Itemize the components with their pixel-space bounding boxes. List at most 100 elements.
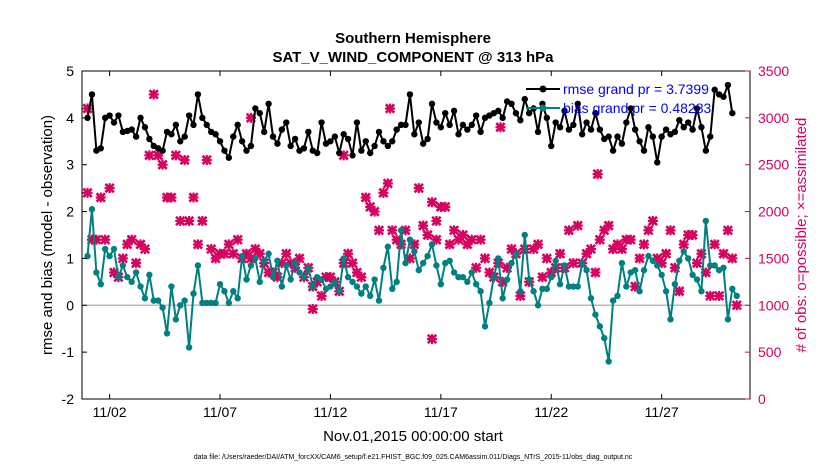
bias-point	[724, 316, 732, 323]
y-right-tick-label: 3000	[758, 110, 789, 126]
y-right-tick-label: 1000	[758, 297, 789, 313]
bias-point	[243, 276, 250, 283]
bias-point	[720, 264, 727, 271]
rmse-point	[327, 138, 334, 145]
obs-marker	[117, 253, 128, 264]
rmse-point	[631, 126, 639, 133]
legend-bias-marker	[539, 104, 547, 112]
obs-marker	[660, 248, 672, 259]
bias-point	[353, 283, 361, 290]
obs-marker	[179, 154, 190, 166]
bias-point	[185, 344, 193, 351]
bias-point	[640, 266, 648, 274]
legend-bias-label: bias grand pr = 0.48283	[563, 100, 711, 116]
bias-point	[234, 295, 241, 302]
bias-point	[141, 295, 149, 302]
rmse-point	[256, 109, 263, 117]
obs-marker	[228, 248, 239, 259]
rmse-point	[283, 119, 290, 126]
y-left-tick-label: -2	[62, 391, 75, 407]
bias-point	[212, 299, 219, 307]
bias-point	[517, 288, 524, 295]
obs-marker	[201, 154, 212, 166]
bias-point	[124, 273, 131, 281]
rmse-point	[247, 142, 255, 150]
rmse-point	[446, 121, 453, 129]
bias-point	[649, 257, 657, 264]
rmse-point	[525, 109, 533, 117]
rmse-point	[583, 119, 590, 126]
obs-marker	[100, 234, 111, 245]
bias-point	[729, 285, 736, 293]
x-tick-label: 11/27	[645, 404, 679, 420]
rmse-point	[375, 128, 383, 136]
obs-marker	[347, 257, 358, 269]
obs-marker	[705, 290, 716, 302]
rmse-point	[578, 131, 586, 138]
rmse-point	[278, 126, 286, 133]
bias-point	[428, 241, 436, 248]
rmse-point	[618, 140, 626, 147]
rmse-point	[411, 131, 418, 138]
bias-point	[340, 255, 347, 262]
obs-marker	[192, 239, 204, 250]
rmse-point	[654, 159, 661, 166]
rmse-point	[684, 119, 692, 126]
obs-marker	[104, 183, 115, 194]
rmse-point	[707, 133, 714, 140]
rmse-point	[556, 124, 564, 131]
bias-point	[636, 288, 643, 295]
rmse-point	[636, 138, 643, 145]
bias-point	[265, 250, 272, 257]
bias-point	[327, 283, 334, 290]
bias-point	[561, 262, 568, 269]
bias-point	[101, 245, 109, 253]
y-right-tick-label: 3500	[758, 63, 789, 79]
bias-point	[614, 292, 621, 300]
obs-marker	[590, 267, 601, 278]
y-axis-label-left: rmse and bias (model - observation)	[39, 115, 56, 355]
bias-point	[132, 269, 140, 276]
rmse-point	[406, 91, 414, 98]
rmse-point	[561, 107, 568, 115]
bias-point	[583, 266, 590, 274]
bias-point	[623, 283, 630, 290]
rmse-point	[141, 124, 149, 131]
footnote: data file: /Users/raeder/DAI/ATM_forcXX/…	[194, 454, 633, 461]
bias-point	[437, 281, 445, 288]
bias-point	[371, 276, 378, 283]
bias-point	[181, 297, 188, 304]
bias-point	[349, 278, 356, 286]
rmse-point	[185, 112, 193, 119]
bias-point	[238, 252, 246, 260]
rmse-point	[331, 133, 339, 140]
obs-marker	[554, 248, 566, 259]
bias-point	[565, 283, 573, 290]
obs-marker	[537, 272, 548, 283]
bias-point	[230, 288, 237, 295]
obs-marker	[594, 234, 605, 245]
rmse-point	[340, 131, 347, 138]
rmse-point	[291, 135, 299, 143]
bias-point	[256, 278, 263, 286]
obs-marker	[426, 197, 438, 208]
bias-point	[305, 264, 312, 271]
obs-marker	[457, 229, 469, 241]
bias-point	[375, 297, 383, 304]
bias-point	[336, 288, 343, 295]
rmse-point	[172, 121, 180, 129]
rmse-point	[455, 131, 462, 138]
y-left-tick-label: 4	[66, 110, 74, 126]
bias-point	[115, 273, 122, 281]
bias-point	[654, 262, 661, 269]
bias-point	[406, 236, 414, 243]
bias-point	[658, 271, 665, 279]
bias-point	[459, 273, 467, 281]
rmse-point	[181, 133, 188, 140]
obs-marker	[384, 103, 396, 114]
rmse-point	[353, 119, 361, 126]
bias-point	[278, 283, 286, 290]
bias-point	[283, 262, 290, 269]
rmse-point	[437, 124, 445, 131]
